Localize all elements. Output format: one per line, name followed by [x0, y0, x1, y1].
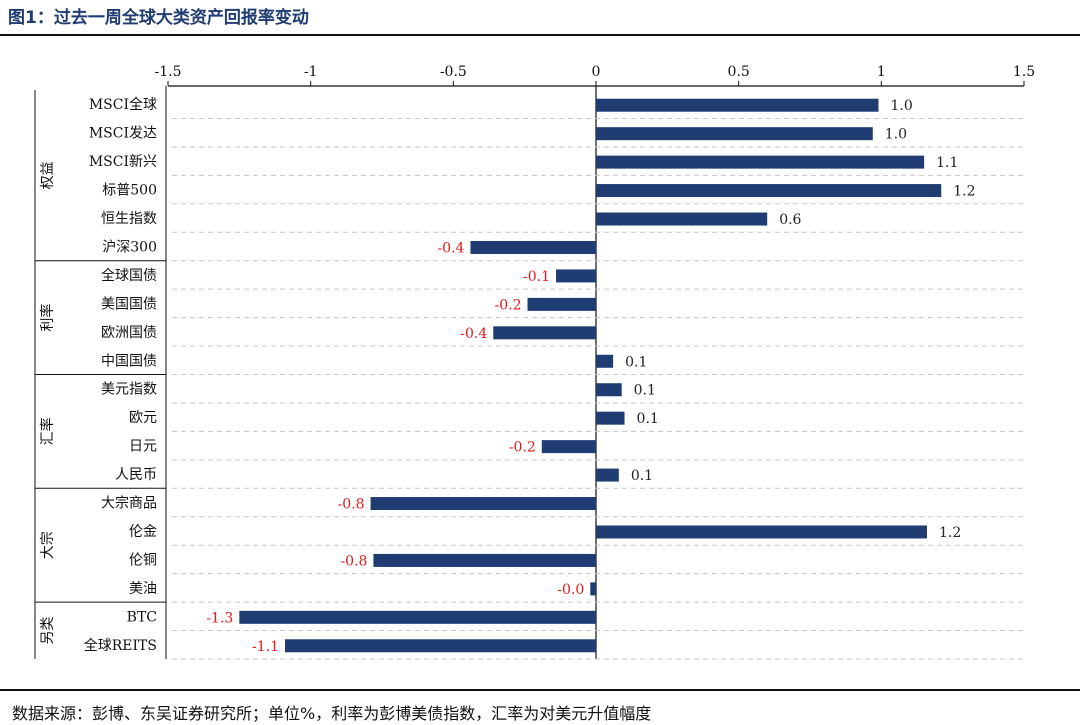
data-label: 0.6 — [779, 212, 801, 228]
footer-divider — [0, 689, 1080, 691]
source-note: 数据来源：彭博、东吴证券研究所；单位%，利率为彭博美债指数，汇率为对美元升值幅度 — [12, 704, 652, 723]
bar — [596, 212, 768, 226]
data-label: -0.0 — [557, 582, 584, 598]
category-label: 标普500 — [102, 183, 157, 199]
data-label: 1.2 — [953, 184, 975, 200]
bar — [596, 383, 622, 397]
bar — [556, 269, 596, 283]
data-label: 0.1 — [631, 468, 653, 484]
category-label: 欧洲国债 — [101, 325, 157, 341]
x-tick-label: 1.5 — [1013, 64, 1035, 80]
data-label: -0.2 — [509, 440, 536, 456]
data-label: -0.2 — [495, 297, 522, 313]
data-label: -0.4 — [437, 240, 464, 256]
bar — [239, 610, 597, 624]
category-label: 欧元 — [129, 410, 157, 426]
x-tick-label: 1 — [877, 64, 886, 80]
group-label: 权益 — [40, 161, 56, 189]
data-label: 1.1 — [936, 155, 958, 171]
bar — [596, 155, 925, 169]
category-label: 恒生指数 — [101, 211, 157, 227]
bar — [596, 354, 614, 368]
x-tick-label: -1 — [304, 64, 318, 80]
bar — [493, 326, 596, 340]
data-label: -1.3 — [206, 610, 233, 626]
bar — [596, 525, 927, 539]
category-label: 伦金 — [129, 524, 157, 540]
category-label: 美国国债 — [101, 296, 157, 312]
category-label: 全球国债 — [101, 267, 157, 284]
x-tick-label: 0 — [592, 64, 601, 80]
bar — [596, 468, 619, 482]
category-label: 中国国债 — [101, 353, 157, 369]
bar — [470, 240, 596, 254]
category-label: 伦铜 — [129, 552, 157, 568]
x-tick-label: -0.5 — [440, 64, 467, 80]
bar — [373, 553, 596, 567]
category-label: 大宗商品 — [101, 496, 157, 512]
category-label: BTC — [127, 609, 157, 625]
data-label: -0.1 — [523, 269, 550, 285]
x-tick-label: 0.5 — [728, 64, 750, 80]
bar — [370, 497, 596, 511]
data-label: 0.1 — [637, 411, 659, 427]
data-label: 0.1 — [625, 354, 647, 370]
category-label: 日元 — [129, 439, 157, 455]
bar — [284, 639, 596, 653]
bar — [527, 297, 596, 311]
x-tick-label: -1.5 — [155, 64, 182, 80]
bar — [590, 582, 596, 596]
bar — [541, 440, 596, 454]
data-label: 0.1 — [634, 383, 656, 399]
bar — [596, 184, 942, 198]
category-label: 人民币 — [115, 467, 157, 483]
data-label: 1.0 — [885, 127, 907, 143]
bar — [596, 98, 879, 112]
category-label: MSCI发达 — [89, 126, 157, 142]
category-label: 美油 — [129, 581, 157, 597]
data-label: 1.0 — [890, 98, 912, 114]
group-label: 利率 — [39, 304, 56, 332]
category-label: 沪深300 — [102, 239, 157, 255]
bar — [596, 127, 873, 141]
title-divider — [0, 34, 1080, 36]
chart-title: 图1：过去一周全球大类资产回报率变动 — [8, 8, 309, 28]
category-label: MSCI新兴 — [89, 154, 157, 170]
data-label: -0.4 — [460, 326, 487, 342]
group-label: 汇率 — [39, 417, 56, 445]
bar — [596, 411, 625, 425]
category-label: MSCI全球 — [89, 96, 157, 113]
category-label: 美元指数 — [101, 382, 157, 398]
data-label: -1.1 — [252, 639, 279, 655]
group-label: 另类 — [40, 617, 56, 645]
category-label: 全球REITS — [84, 637, 157, 654]
data-label: -0.8 — [338, 497, 365, 513]
data-label: -0.8 — [340, 553, 367, 569]
group-label: 大宗 — [40, 531, 56, 559]
data-label: 1.2 — [939, 525, 961, 541]
bar-chart: -1.5 -1 -0.5 0 0.5 1 1.5 MSCI全球 1.0 MSCI发达 1.0 MSCI… — [34, 64, 1035, 660]
